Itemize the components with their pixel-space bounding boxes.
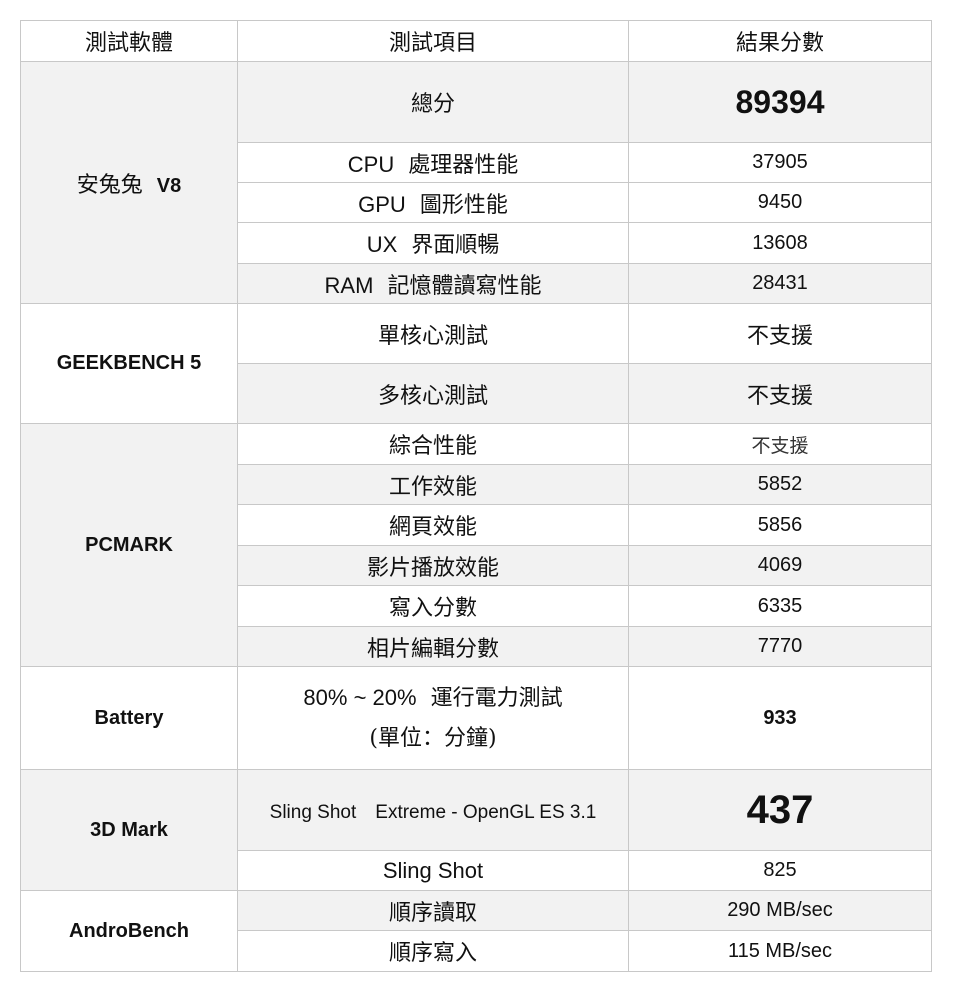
value-cell: 不支援 xyxy=(628,423,932,465)
value-cell: 37905 xyxy=(628,142,932,183)
value-cell: 115 MB/sec xyxy=(628,930,932,972)
item-cell: RAM 記憶體讀寫性能 xyxy=(237,263,629,304)
table-row: 順序寫入 115 MB/sec xyxy=(21,930,932,972)
item-cell: 寫入分數 xyxy=(237,585,629,627)
antutu-name: 安兔兔 xyxy=(76,172,143,198)
value-cell: 290 MB/sec xyxy=(628,890,932,931)
battery-range: 80% ~ 20% xyxy=(303,684,417,710)
battery-unit: (單位：分鐘) xyxy=(369,725,497,751)
table-row: 寫入分數 6335 xyxy=(21,585,932,627)
item-cell: 綜合性能 xyxy=(237,423,629,465)
value-cell: 437 xyxy=(628,769,932,851)
header-result: 結果分數 xyxy=(628,20,932,62)
value-cell: 825 xyxy=(628,850,932,891)
item-cell: Sling Shot xyxy=(237,850,629,891)
table-row: Sling Shot 825 xyxy=(21,850,932,891)
value-cell: 6335 xyxy=(628,585,932,627)
item-cell: 80% ~ 20% 運行電力測試 (單位：分鐘) xyxy=(237,666,629,770)
item-cell: Sling Shot Extreme - OpenGL ES 3.1 xyxy=(237,769,629,851)
value-cell: 5856 xyxy=(628,504,932,546)
item-cell: 總分 xyxy=(237,61,629,143)
item-label: 記憶體讀寫性能 xyxy=(387,273,542,299)
table-row: 3D Mark Sling Shot Extreme - OpenGL ES 3… xyxy=(20,769,932,891)
item-label: 處理器性能 xyxy=(408,152,519,178)
antutu-version: V8 xyxy=(156,174,182,197)
item-label: 圖形性能 xyxy=(419,192,508,218)
item-cell: GPU 圖形性能 xyxy=(237,182,629,223)
header-software: 測試軟體 xyxy=(20,20,238,62)
item-cell: 工作效能 xyxy=(237,464,629,505)
benchmark-table: 測試軟體 測試項目 結果分數 安兔兔 V8 總分 89394 CPU 處理器性能… xyxy=(20,20,932,972)
value-cell: 13608 xyxy=(628,222,932,264)
value-cell: 7770 xyxy=(628,626,932,667)
battery-value: 933 xyxy=(628,666,932,770)
item-cell: 順序寫入 xyxy=(237,930,629,972)
table-row: AndroBench 順序讀取 290 MB/sec xyxy=(20,890,932,972)
item-prefix: CPU xyxy=(347,151,395,177)
table-row: 相片編輯分數 7770 xyxy=(21,626,932,667)
value-cell: 28431 xyxy=(628,263,932,304)
battery-item: 運行電力測試 xyxy=(430,685,563,711)
antutu-total: 89394 xyxy=(628,61,932,143)
item-prefix: RAM xyxy=(324,272,374,298)
item-cell: CPU 處理器性能 xyxy=(237,142,629,183)
value-cell: 不支援 xyxy=(628,303,932,364)
item-cell: 影片播放效能 xyxy=(237,545,629,586)
androbench-cell: AndroBench xyxy=(20,890,238,972)
geekbench-cell: GEEKBENCH 5 xyxy=(20,303,238,424)
table-row: 多核心測試 不支援 xyxy=(21,363,932,424)
item-cell: 單核心測試 xyxy=(237,303,629,364)
table-row: Battery 80% ~ 20% 運行電力測試 (單位：分鐘) 933 xyxy=(20,666,932,770)
item-cell: 相片編輯分數 xyxy=(237,626,629,667)
battery-cell: Battery xyxy=(20,666,238,770)
table-row: UX 界面順暢 13608 xyxy=(21,222,932,264)
pcmark-cell: PCMARK xyxy=(20,423,238,667)
item-cell: 多核心測試 xyxy=(237,363,629,424)
table-row: 工作效能 5852 xyxy=(21,464,932,505)
table-row: PCMARK 綜合性能 不支援 xyxy=(20,423,932,667)
item-label: 界面順暢 xyxy=(411,233,500,258)
item-cell: 網頁效能 xyxy=(237,504,629,546)
item-cell: UX 界面順暢 xyxy=(237,222,629,264)
value-cell: 4069 xyxy=(628,545,932,586)
value-cell: 9450 xyxy=(628,182,932,223)
header-row: 測試軟體 測試項目 結果分數 xyxy=(20,20,932,62)
item-prefix: GPU xyxy=(358,191,406,217)
table-row: 安兔兔 V8 總分 89394 xyxy=(20,61,932,304)
value-cell: 不支援 xyxy=(628,363,932,424)
item-cell: 順序讀取 xyxy=(237,890,629,931)
table-row: 影片播放效能 4069 xyxy=(21,545,932,586)
table-row: GEEKBENCH 5 單核心測試 不支援 xyxy=(20,303,932,424)
antutu-cell: 安兔兔 V8 xyxy=(20,61,238,304)
item-prefix: UX xyxy=(366,232,398,257)
value-cell: 5852 xyxy=(628,464,932,505)
table-row: CPU 處理器性能 37905 xyxy=(21,142,932,183)
3dmark-cell: 3D Mark xyxy=(20,769,238,891)
header-item: 測試項目 xyxy=(237,20,629,62)
table-row: GPU 圖形性能 9450 xyxy=(21,182,932,223)
